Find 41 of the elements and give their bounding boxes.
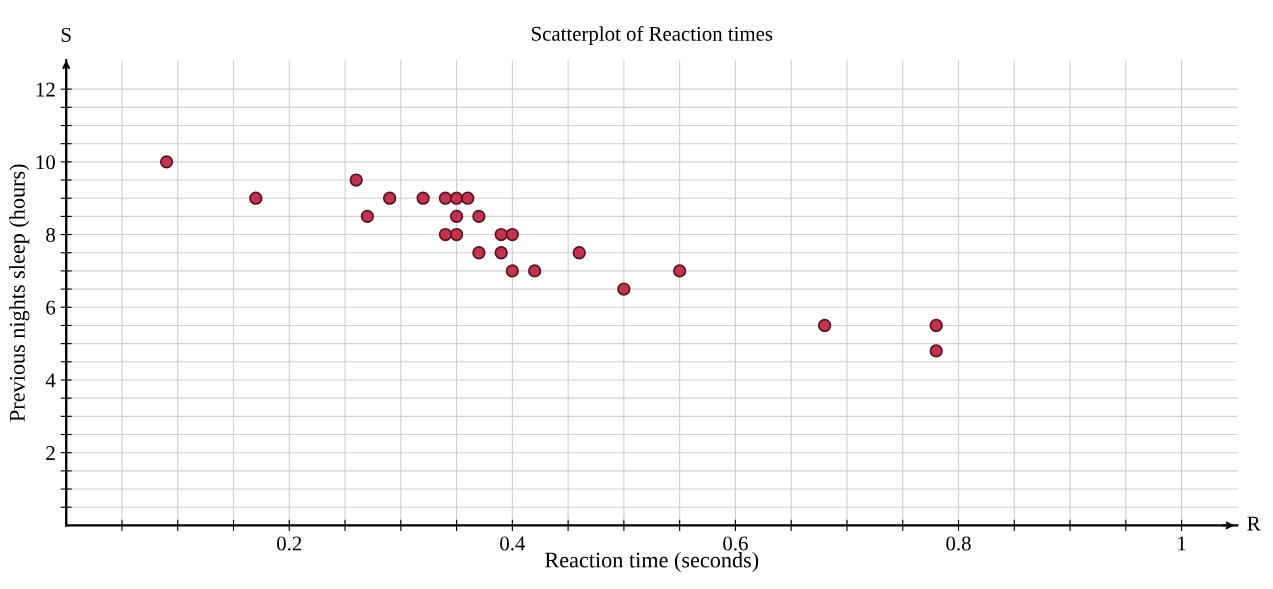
point (438, 191, 453, 205)
point (528, 264, 542, 278)
y-axis-title: Previous nights sleep (hours) (9, 164, 30, 422)
y-tick-label: 12 (36, 82, 55, 97)
point (494, 227, 508, 242)
y-tick-label: 8 (46, 227, 55, 242)
point (449, 209, 464, 224)
point (505, 264, 519, 278)
point (673, 264, 687, 278)
point (449, 191, 464, 205)
point (494, 246, 508, 260)
point (249, 191, 263, 205)
x-axis-title: Reaction time (seconds) (545, 551, 759, 573)
point (416, 191, 430, 205)
point (438, 227, 453, 242)
x-tick-label: 1 (1178, 536, 1186, 551)
x-tick-label: 0.6 (723, 536, 748, 551)
point (159, 155, 174, 169)
point (572, 246, 586, 260)
point (360, 209, 374, 224)
point (349, 173, 363, 187)
point (472, 246, 486, 260)
point (617, 282, 631, 296)
point (505, 227, 519, 242)
point (929, 344, 943, 358)
x-tick-label: 0.2 (277, 536, 302, 551)
point (383, 191, 397, 205)
y-tick-label: 4 (45, 373, 56, 388)
y-tick-label: 2 (46, 446, 55, 460)
x-tick-label: 0.4 (500, 536, 526, 551)
y-tick-label: 10 (36, 155, 55, 170)
x-tick-label: 0.8 (946, 536, 971, 551)
point (461, 191, 475, 205)
point (449, 227, 464, 242)
text: R (1247, 516, 1261, 531)
chart-title: Scatterplot of Reaction times (531, 25, 773, 46)
point (818, 318, 832, 333)
y-tick-label: 6 (46, 300, 56, 315)
point (472, 209, 486, 224)
text: S (61, 27, 71, 42)
point (929, 318, 943, 333)
